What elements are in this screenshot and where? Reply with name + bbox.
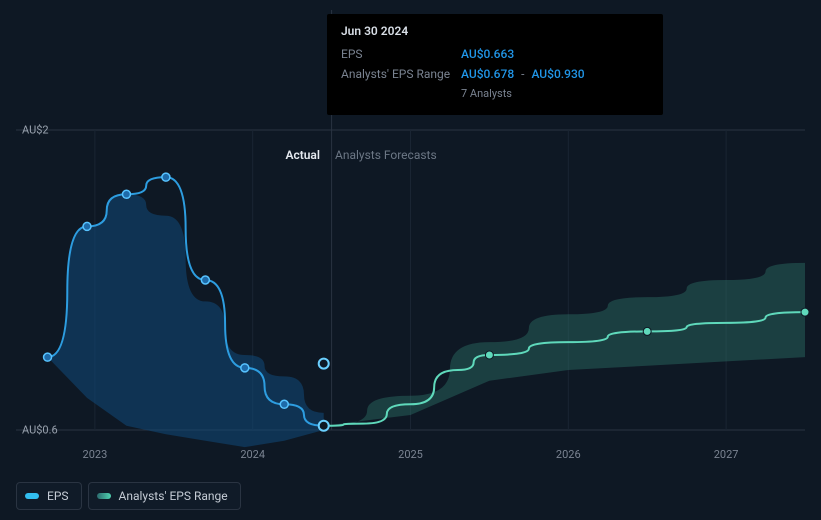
eps-forecast-chart: AU$2 AU$0.6 Actual Analysts Forecasts 20… — [0, 0, 821, 520]
y-tick-label: AU$2 — [22, 124, 49, 137]
legend-label-eps: EPS — [47, 489, 69, 503]
chart-legend: EPS Analysts' EPS Range — [16, 482, 241, 510]
x-tick-label: 2024 — [240, 448, 265, 461]
tooltip-range-value: AU$0.678 - AU$0.930 — [461, 64, 649, 84]
x-tick-label: 2026 — [556, 448, 581, 461]
section-label-forecast: Analysts Forecasts — [335, 148, 437, 162]
chart-tooltip: Jun 30 2024 EPS AU$0.663 Analysts' EPS R… — [327, 14, 663, 115]
legend-swatch-range — [97, 493, 111, 499]
tooltip-analyst-count: 7 Analysts — [461, 84, 649, 103]
tooltip-range-sep: - — [514, 67, 531, 81]
legend-swatch-eps — [25, 493, 39, 499]
tooltip-range-label: Analysts' EPS Range — [341, 64, 461, 84]
x-tick-label: 2023 — [83, 448, 108, 461]
tooltip-range-low: AU$0.678 — [461, 67, 514, 81]
section-label-actual: Actual — [260, 148, 320, 162]
y-tick-label: AU$0.6 — [22, 424, 58, 437]
tooltip-date: Jun 30 2024 — [341, 24, 649, 44]
legend-label-range: Analysts' EPS Range — [119, 489, 228, 503]
legend-item-eps[interactable]: EPS — [16, 482, 82, 510]
x-tick-label: 2025 — [398, 448, 423, 461]
tooltip-range-high: AU$0.930 — [531, 67, 584, 81]
x-tick-label: 2027 — [714, 448, 739, 461]
legend-item-range[interactable]: Analysts' EPS Range — [88, 482, 241, 510]
tooltip-eps-label: EPS — [341, 44, 461, 64]
tooltip-eps-value: AU$0.663 — [461, 44, 649, 64]
